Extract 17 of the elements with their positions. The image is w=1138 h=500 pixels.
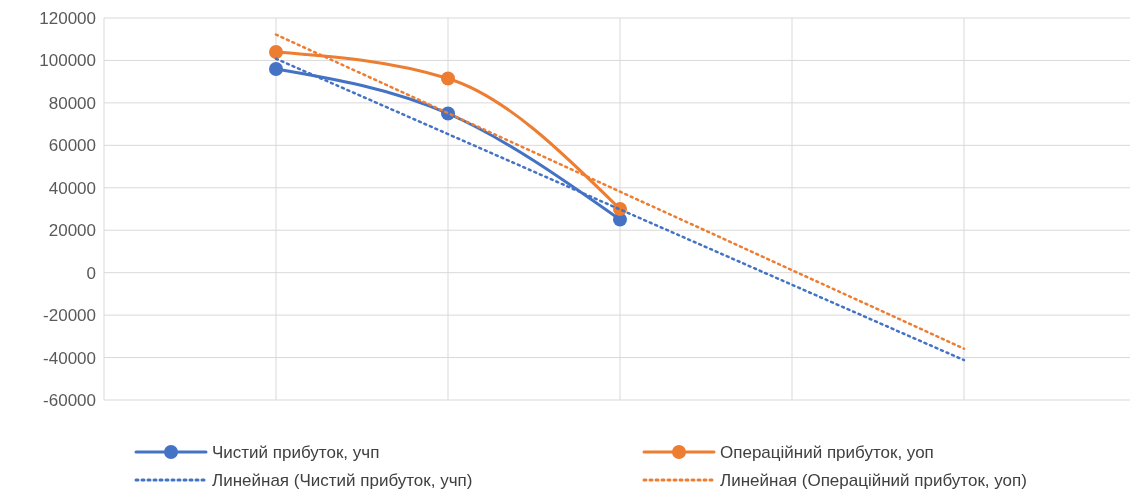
y-tick-label: 0 [86,263,96,283]
point [269,61,283,76]
y-tick-label: -60000 [43,390,96,410]
legend-label: Операційний прибуток, уоп [720,442,934,462]
point [441,71,455,86]
y-tick-label: 20000 [48,221,96,241]
y-tick-label: 40000 [48,178,96,198]
y-tick-label: -40000 [43,348,96,368]
point [269,44,283,59]
y-tick-label: 100000 [39,51,96,71]
y-tick-label: 120000 [39,8,96,28]
legend-label: Чистий прибуток, учп [212,442,380,462]
y-tick-label: 60000 [48,136,96,156]
legend-label: Линейная (Операційний прибуток, уоп) [720,470,1027,490]
y-tick-label: -20000 [43,306,96,326]
legend-label: Линейная (Чистий прибуток, учп) [212,470,473,490]
y-tick-label: 80000 [48,93,96,113]
